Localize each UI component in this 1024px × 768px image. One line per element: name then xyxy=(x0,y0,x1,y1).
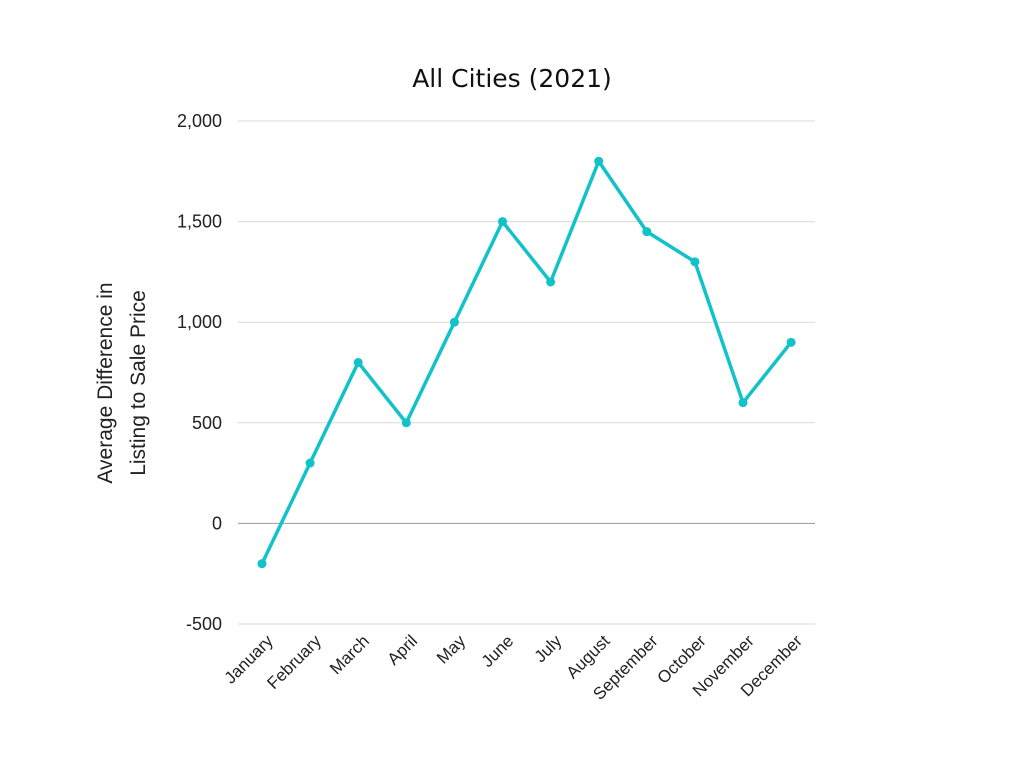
data-point xyxy=(401,418,411,428)
data-point xyxy=(738,398,748,408)
gridlines xyxy=(238,120,815,625)
data-point xyxy=(690,257,700,267)
y-tick-label: -500 xyxy=(186,614,222,634)
y-tick-label: 0 xyxy=(212,513,222,533)
y-tick-label: 2,000 xyxy=(177,111,222,131)
y-axis-label-line-1: Average Difference in xyxy=(94,282,117,483)
data-point xyxy=(305,458,315,468)
series-line-layer xyxy=(260,157,793,566)
data-point xyxy=(546,277,556,287)
data-point xyxy=(498,217,507,227)
y-tick-label: 500 xyxy=(192,413,222,433)
y-tick-label: 1,500 xyxy=(177,212,222,232)
data-point xyxy=(642,227,652,237)
data-point xyxy=(257,559,267,569)
data-points xyxy=(257,156,796,569)
series-line xyxy=(260,157,793,566)
y-axis-label-line-2: Listing to Sale Price xyxy=(127,290,150,476)
y-axis-tick-labels: -500 0 500 1,000 1,500 2,000 xyxy=(177,111,222,634)
data-point xyxy=(353,357,363,367)
data-point xyxy=(449,317,459,327)
y-axis-label: Average Difference in Listing to Sale Pr… xyxy=(94,282,150,483)
y-tick-label: 1,000 xyxy=(177,312,222,332)
data-point xyxy=(786,337,796,347)
chart-title: All Cities (2021) xyxy=(412,64,612,93)
data-point xyxy=(594,156,604,166)
